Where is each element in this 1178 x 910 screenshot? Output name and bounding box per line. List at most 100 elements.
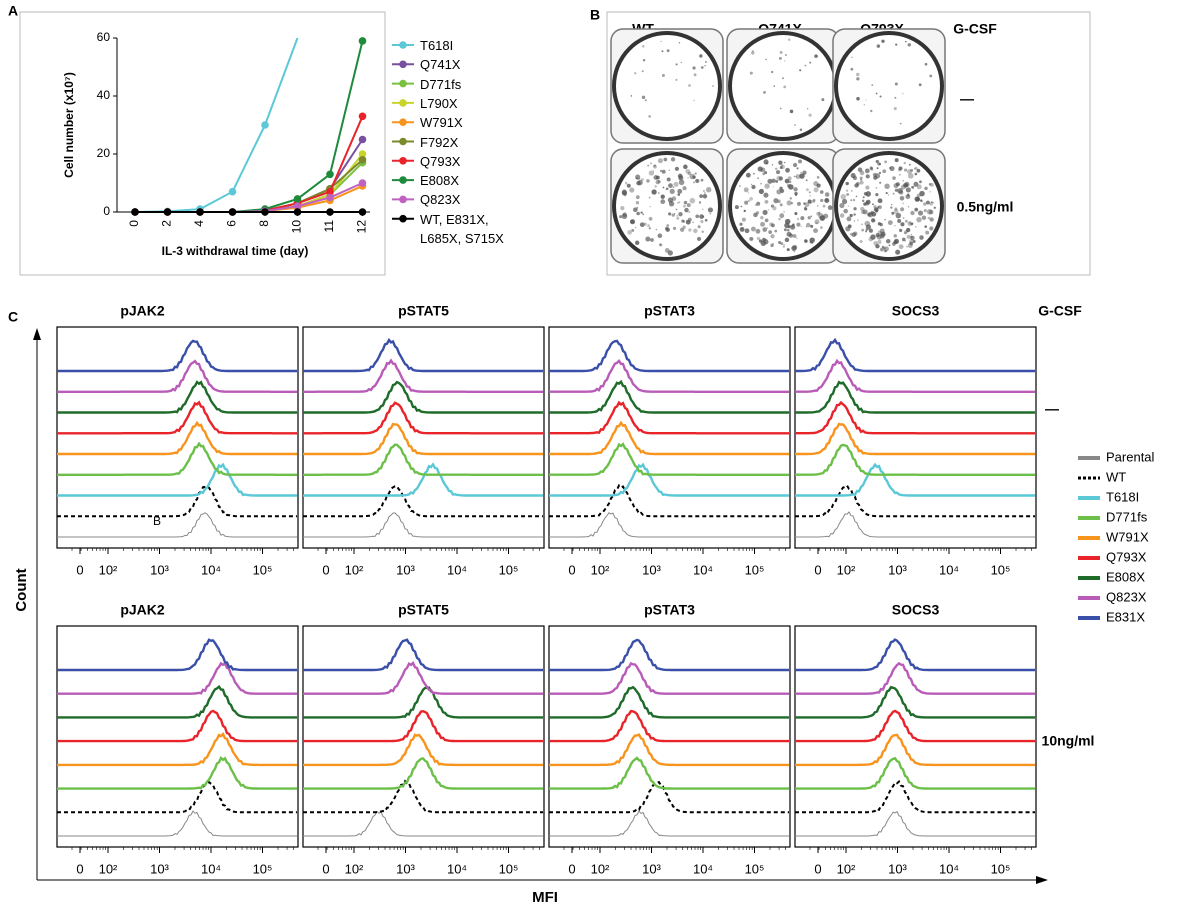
colony	[860, 240, 863, 243]
colony	[658, 180, 661, 183]
colony	[806, 188, 809, 191]
colony	[646, 179, 650, 183]
histogram-trace	[303, 781, 543, 812]
colony	[871, 211, 874, 214]
colony	[927, 209, 933, 215]
histogram-trace	[303, 640, 543, 670]
colony	[861, 224, 862, 225]
colony	[749, 197, 753, 201]
arrow-head	[33, 328, 41, 340]
colony	[634, 72, 636, 74]
colony	[636, 201, 639, 204]
colony	[620, 206, 624, 210]
colony	[807, 108, 808, 109]
colony	[627, 230, 632, 235]
colony	[683, 165, 688, 170]
colony	[861, 229, 864, 232]
colony	[661, 50, 663, 52]
treatment-label: G-CSF	[953, 21, 997, 37]
colony	[899, 229, 902, 232]
panel-title: pSTAT5	[398, 602, 449, 618]
colony	[888, 220, 893, 225]
series-line	[135, 38, 298, 212]
colony	[919, 83, 922, 86]
colony	[929, 226, 933, 230]
colony	[877, 167, 879, 169]
colony	[899, 190, 903, 194]
colony	[783, 211, 784, 212]
colony	[659, 244, 661, 246]
colony	[759, 189, 764, 194]
colony	[866, 174, 870, 178]
x-tick-label: 10⁵	[253, 562, 273, 577]
colony	[654, 164, 657, 167]
colony	[894, 97, 896, 99]
colony	[631, 95, 633, 97]
colony	[866, 200, 871, 205]
x-tick-label: 10³	[150, 861, 169, 876]
colony	[771, 223, 775, 227]
colony	[790, 197, 792, 199]
histogram-trace	[549, 663, 789, 693]
colony	[904, 168, 907, 171]
colony	[906, 246, 907, 247]
colony	[828, 205, 833, 210]
colony	[756, 229, 761, 234]
colony	[676, 63, 678, 65]
colony	[622, 190, 627, 195]
legend-marker	[399, 138, 407, 146]
colony	[658, 192, 660, 194]
colony	[649, 170, 654, 175]
x-tick-label: 10⁴	[447, 562, 467, 577]
colony	[857, 219, 858, 220]
histogram-trace	[57, 444, 297, 475]
colony	[904, 230, 907, 233]
colony	[704, 192, 706, 194]
colony	[742, 218, 746, 222]
colony	[929, 75, 932, 78]
colony	[679, 42, 680, 43]
histogram-trace	[57, 758, 297, 789]
colony	[765, 200, 769, 204]
x-tick-label: 10²	[345, 861, 364, 876]
colony	[695, 179, 699, 183]
colony	[923, 202, 927, 206]
colony	[884, 184, 889, 189]
colony	[787, 248, 790, 251]
legend-label: D771fs	[1106, 509, 1148, 524]
colony	[878, 231, 882, 235]
colony	[673, 186, 674, 187]
histogram-trace	[795, 812, 1035, 836]
colony	[779, 187, 782, 190]
colony	[763, 193, 768, 198]
colony	[762, 173, 765, 176]
colony	[744, 187, 749, 192]
colony	[803, 202, 805, 204]
colony	[680, 228, 684, 232]
colony	[679, 180, 685, 186]
colony	[814, 54, 818, 58]
well	[836, 33, 942, 139]
colony	[856, 182, 860, 186]
colony	[681, 62, 683, 64]
histogram-trace	[549, 361, 789, 392]
histogram-trace	[549, 423, 789, 454]
colony	[751, 51, 754, 54]
legend-label: Q741X	[420, 55, 512, 74]
colony	[783, 244, 785, 246]
colony	[640, 222, 645, 227]
colony	[703, 194, 707, 198]
colony	[748, 192, 749, 193]
legend-marker	[399, 215, 407, 223]
colony	[702, 209, 703, 210]
colony	[848, 206, 849, 207]
colony	[760, 183, 762, 185]
colony	[650, 206, 651, 207]
well	[614, 33, 720, 139]
colony	[678, 212, 682, 216]
colony	[764, 183, 769, 188]
colony	[800, 128, 803, 131]
histogram-trace	[303, 403, 543, 434]
colony	[687, 177, 688, 178]
x-tick-label: 10²	[591, 861, 610, 876]
